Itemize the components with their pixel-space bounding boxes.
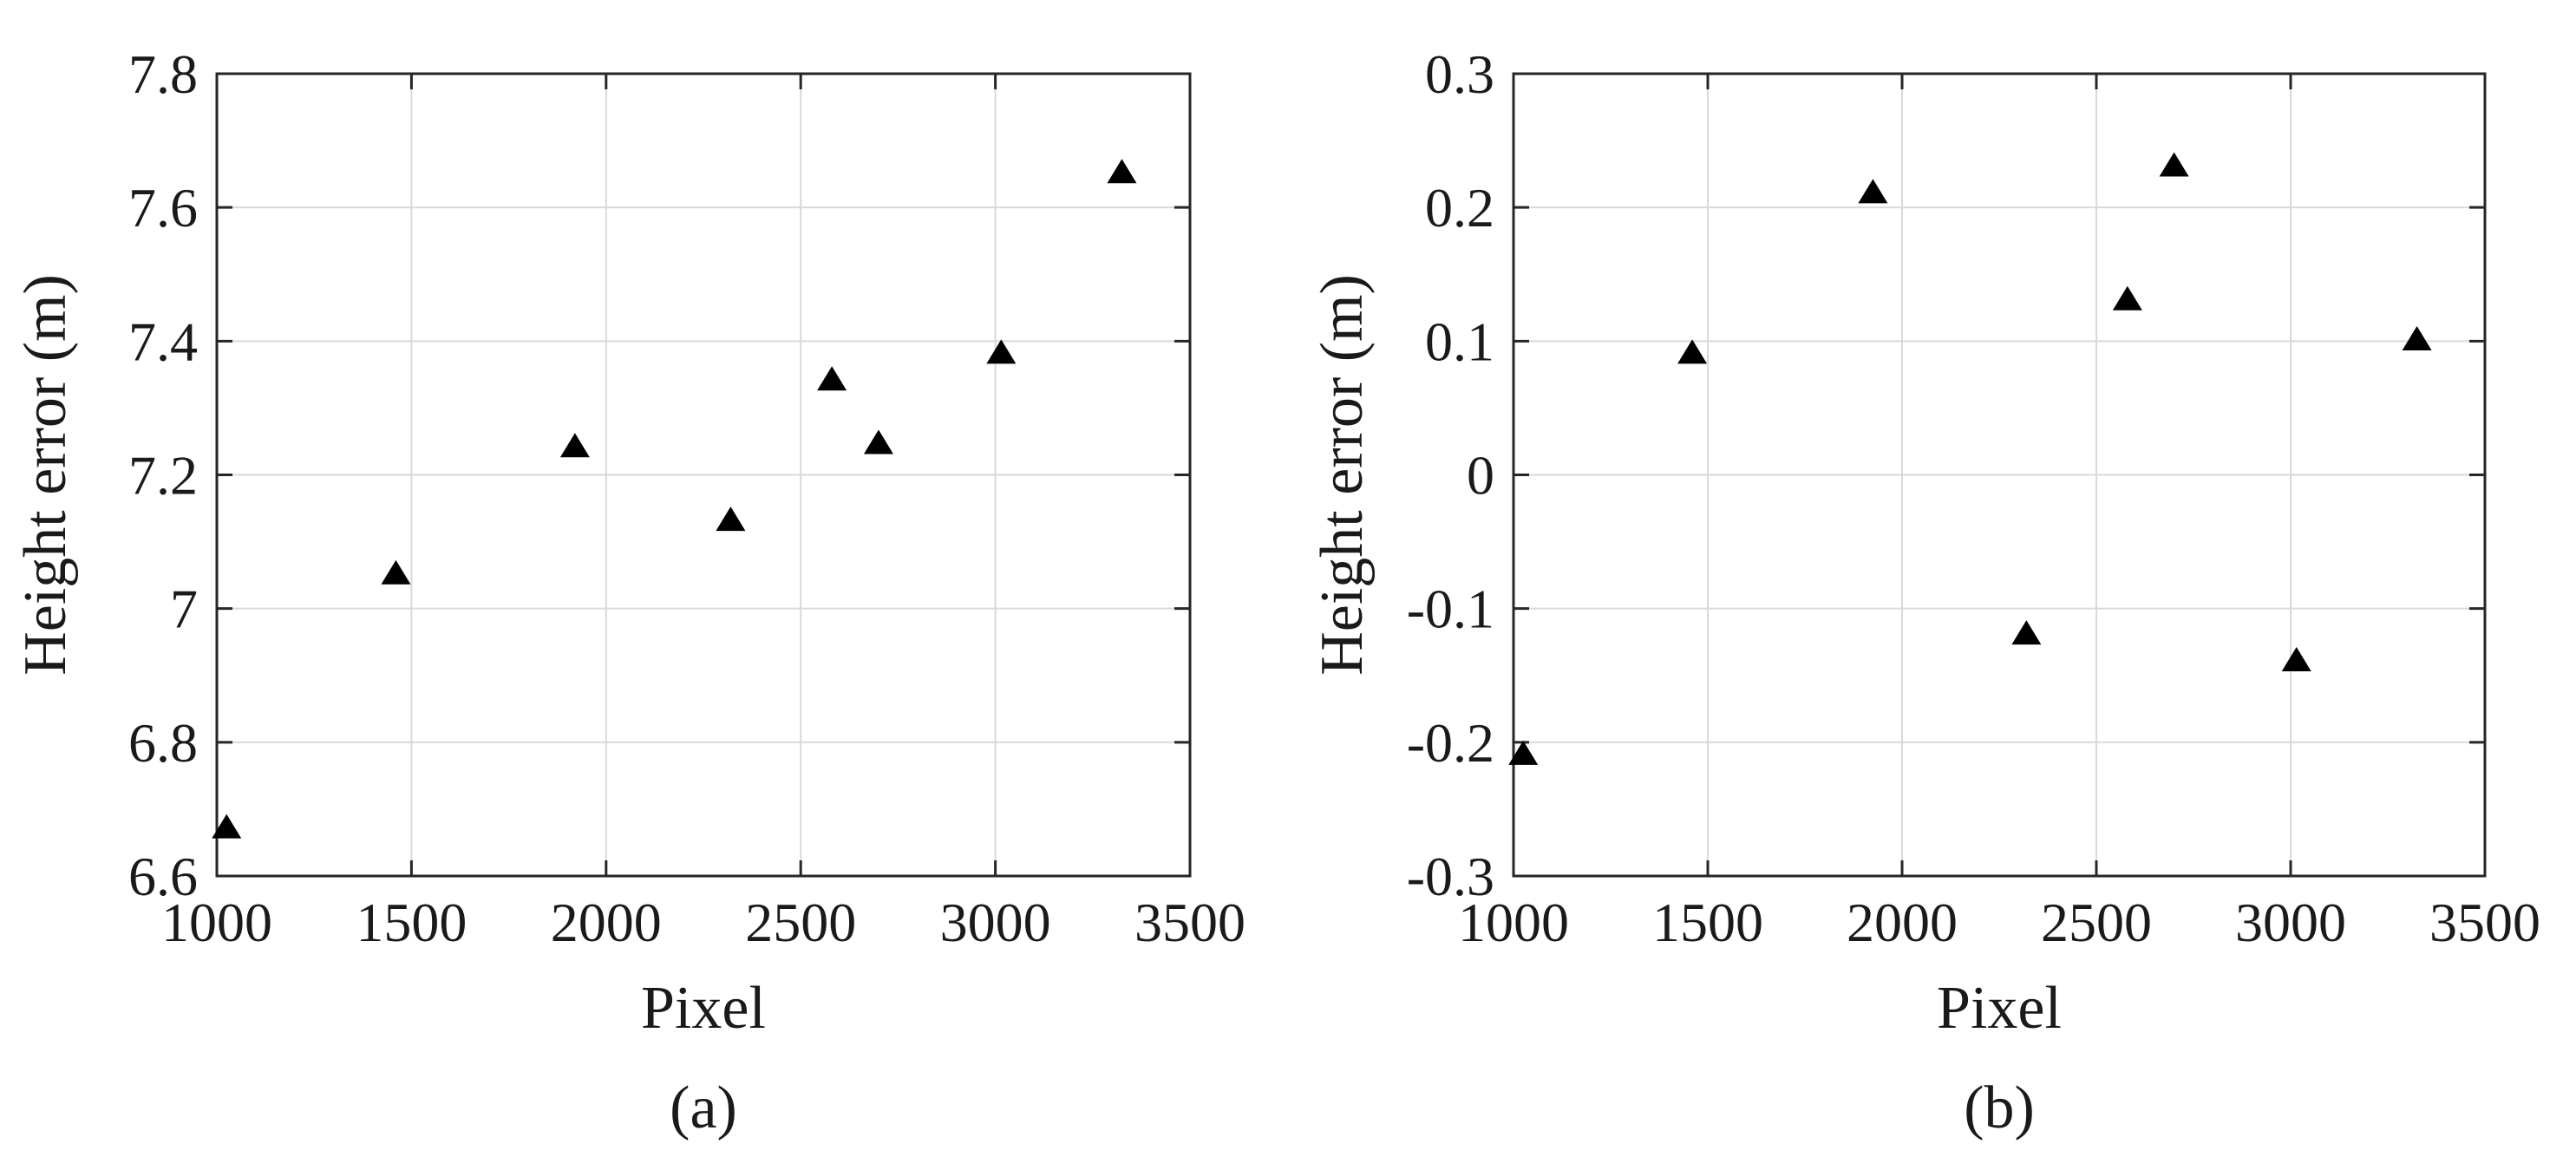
data-point-marker — [863, 429, 893, 454]
gridlines — [1513, 73, 2486, 877]
x-tick-label: 2000 — [551, 892, 662, 953]
data-point-marker — [559, 433, 590, 458]
data-point-marker — [716, 507, 746, 532]
panel-label: (b) — [1964, 1075, 2035, 1141]
x-tick-label: 3000 — [940, 892, 1051, 953]
data-point-marker — [1107, 159, 1137, 184]
data-point-marker — [1508, 740, 1539, 765]
y-tick-label: 7.8 — [128, 43, 198, 105]
panel-a: 1000 1500 2000 2500 3000 3500 6.6 6.8 7 7.2 7.4 7.6… — [12, 43, 1246, 1141]
x-tick-label: 2500 — [2041, 892, 2152, 953]
y-tick-label: 0.1 — [1425, 310, 1494, 372]
x-tick-label: 1500 — [356, 892, 467, 953]
y-tick-label: 7.6 — [128, 177, 198, 239]
y-axis-label: Height error (m) — [12, 274, 79, 676]
y-tick-label: 0.3 — [1425, 43, 1494, 105]
x-tick-label: 1500 — [1652, 892, 1763, 953]
data-point-marker — [2112, 285, 2142, 310]
x-tick-label: 2500 — [745, 892, 856, 953]
y-tick-label: -0.2 — [1407, 712, 1494, 774]
data-point-marker — [986, 339, 1017, 364]
x-tick-label: 3500 — [2429, 892, 2540, 953]
data-points — [212, 159, 1137, 839]
data-point-marker — [2159, 152, 2189, 177]
x-tick-label: 2000 — [1847, 892, 1958, 953]
panel-label: (a) — [670, 1075, 737, 1141]
y-tick-label: 0 — [1467, 445, 1494, 507]
y-tick-label: 6.8 — [128, 712, 198, 774]
panel-b: 1000 1500 2000 2500 3000 3500 -0.3 -0.2 -0.1 0 0.1… — [1309, 43, 2540, 1141]
x-axis-label: Pixel — [641, 975, 766, 1042]
data-points — [1508, 152, 2432, 765]
x-tick-label: 3500 — [1134, 892, 1246, 953]
y-tick-label: -0.1 — [1407, 578, 1494, 640]
data-point-marker — [1677, 339, 1708, 364]
x-tick-label: 3000 — [2235, 892, 2346, 953]
data-point-marker — [381, 559, 411, 585]
y-tick-label: -0.3 — [1407, 846, 1494, 907]
y-tick-label: 6.6 — [128, 846, 198, 907]
gridlines — [216, 73, 1191, 877]
y-tick-label: 7.4 — [128, 310, 198, 372]
data-point-marker — [1858, 179, 1888, 204]
data-point-marker — [817, 366, 847, 391]
x-tick-label: 1000 — [1458, 892, 1569, 953]
x-tick-label: 1000 — [161, 892, 272, 953]
y-tick-label: 7 — [170, 578, 198, 640]
data-point-marker — [2011, 620, 2042, 645]
data-point-marker — [2281, 646, 2311, 671]
y-axis-label: Height error (m) — [1309, 274, 1376, 676]
y-tick-label: 0.2 — [1425, 177, 1494, 239]
data-point-marker — [212, 814, 242, 839]
x-axis-label: Pixel — [1937, 975, 2062, 1042]
y-tick-label: 7.2 — [128, 445, 198, 507]
data-point-marker — [2402, 325, 2432, 350]
